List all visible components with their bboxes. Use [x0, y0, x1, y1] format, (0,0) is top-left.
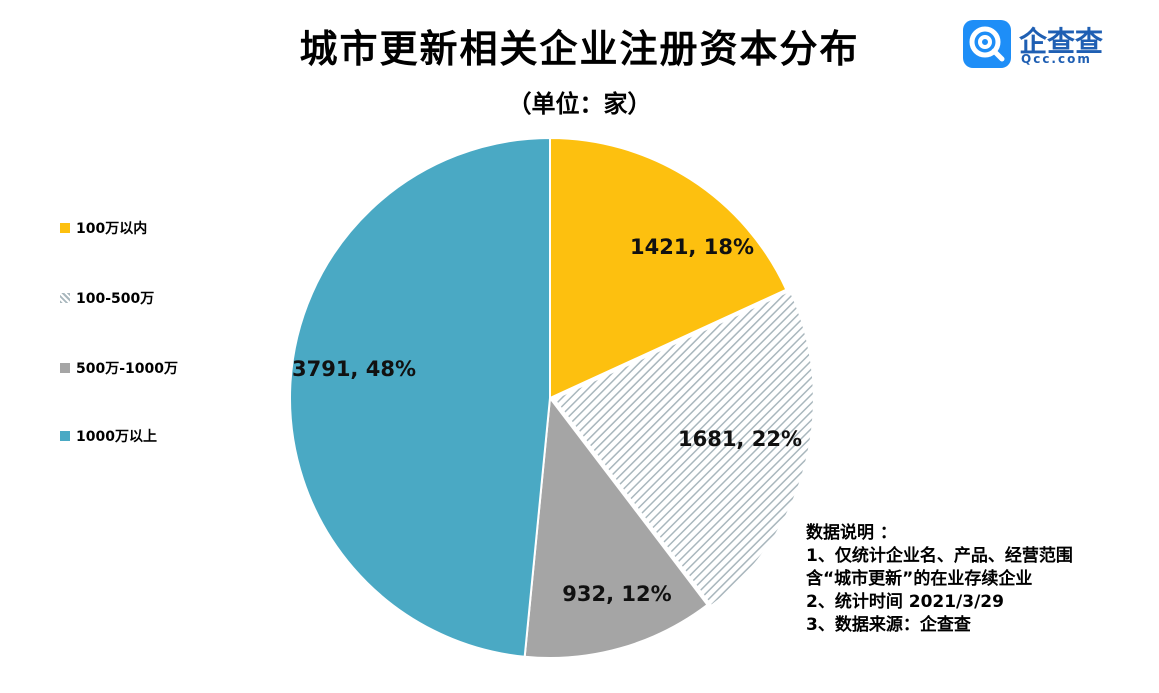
pie-slice: [289, 136, 551, 658]
legend-label: 1000万以上: [76, 429, 157, 445]
legend-swatch: [60, 431, 70, 441]
pie-slice: [523, 395, 709, 659]
notes-line: 3、数据来源：企查查: [806, 615, 971, 635]
legend-label: 500万-1000万: [76, 361, 178, 377]
legend-swatch: [60, 293, 70, 303]
slice-data-label: 932, 12%: [562, 582, 671, 606]
qcc-logo-domain: Qcc.com: [1021, 52, 1092, 66]
slice-data-label: 1681, 22%: [678, 427, 802, 451]
pie-slice: [549, 136, 788, 400]
legend-label: 100万以内: [76, 221, 148, 237]
qcc-logo-icon: [963, 20, 1011, 68]
qcc-logo-brand: 企查查: [1019, 25, 1104, 58]
chart-subtitle: （单位：家）: [507, 90, 652, 118]
pie-slice: [552, 289, 815, 608]
legend-label: 100-500万: [76, 291, 155, 307]
data-notes: 数据说明 ： 1、仅统计企业名、产品、经营范围 含“城市更新”的在业存续企业 2…: [806, 522, 1146, 637]
chart-title: 城市更新相关企业注册资本分布: [299, 27, 860, 71]
legend-swatch: [60, 363, 70, 373]
notes-line: 2、统计时间 2021/3/29: [806, 592, 1004, 612]
legend-swatch: [60, 223, 70, 233]
notes-heading: 数据说明 ：: [806, 523, 897, 543]
notes-line: 1、仅统计企业名、产品、经营范围: [806, 546, 1073, 566]
slice-data-label: 1421, 18%: [630, 235, 754, 259]
notes-line: 含“城市更新”的在业存续企业: [806, 569, 1033, 589]
qcc-logo: 企查查 Qcc.com: [963, 20, 1113, 70]
slice-data-label: 3791, 48%: [292, 357, 416, 381]
